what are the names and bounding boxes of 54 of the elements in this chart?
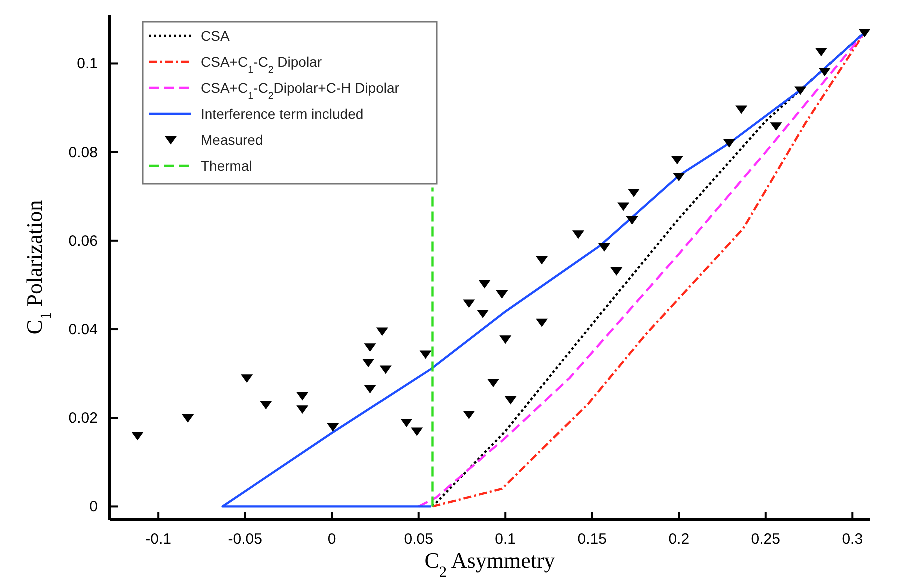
y-tick-label: 0.04 (68, 322, 98, 339)
point (376, 328, 388, 336)
legend-label: CSA+C$_{1}$-C$_{2}$ Dipolar (201, 54, 322, 76)
y-tick-label: 0.02 (68, 410, 98, 428)
legend-label: Thermal (201, 158, 252, 174)
point (671, 156, 684, 165)
point (463, 300, 476, 308)
point (362, 359, 375, 368)
point (296, 392, 309, 401)
point (794, 86, 807, 96)
point (327, 423, 340, 432)
point (618, 202, 630, 212)
x-tick-label: 0.05 (404, 531, 434, 548)
point (260, 401, 272, 410)
point (241, 374, 254, 384)
x-tick-label: 0.3 (842, 531, 864, 548)
point (858, 29, 871, 38)
x-tick-label: 0 (328, 531, 336, 548)
point (736, 106, 748, 114)
legend-label: Interference term included (201, 106, 364, 122)
point (364, 385, 376, 394)
point (504, 396, 517, 405)
y-tick-label: 0.1 (77, 56, 98, 73)
y-tick-label: 0.08 (68, 144, 98, 162)
point (380, 366, 392, 374)
point (478, 280, 491, 289)
x-axis-title: C$_{2}$ Asymmetry (424, 548, 556, 580)
point (815, 48, 828, 57)
point (610, 267, 623, 276)
point (496, 290, 508, 299)
y-tick-label: 0.06 (68, 232, 98, 250)
point (364, 344, 376, 352)
point (463, 410, 476, 420)
point (132, 432, 144, 441)
x-tick-label: -0.1 (146, 531, 172, 548)
legend-label: CSA+C$_{1}$-C$_{2}$Dipolar+C-H Dipolar (201, 80, 400, 102)
x-tick-label: -0.05 (228, 531, 262, 548)
point (536, 318, 548, 328)
point (477, 310, 490, 318)
point (411, 428, 424, 436)
point (400, 418, 413, 428)
point (500, 336, 512, 344)
y-tick-label: 0 (90, 498, 98, 516)
x-tick-label: 0.1 (495, 531, 516, 548)
point (296, 406, 309, 414)
point (723, 139, 736, 148)
point (420, 350, 432, 360)
point (572, 230, 584, 240)
x-tick-label: 0.2 (668, 531, 690, 548)
legend-label: Measured (201, 132, 264, 148)
x-tick-label: 0.15 (578, 531, 607, 548)
point (536, 256, 548, 265)
legend-label: CSA (201, 28, 230, 44)
x-tick-label: 0.25 (751, 531, 780, 548)
